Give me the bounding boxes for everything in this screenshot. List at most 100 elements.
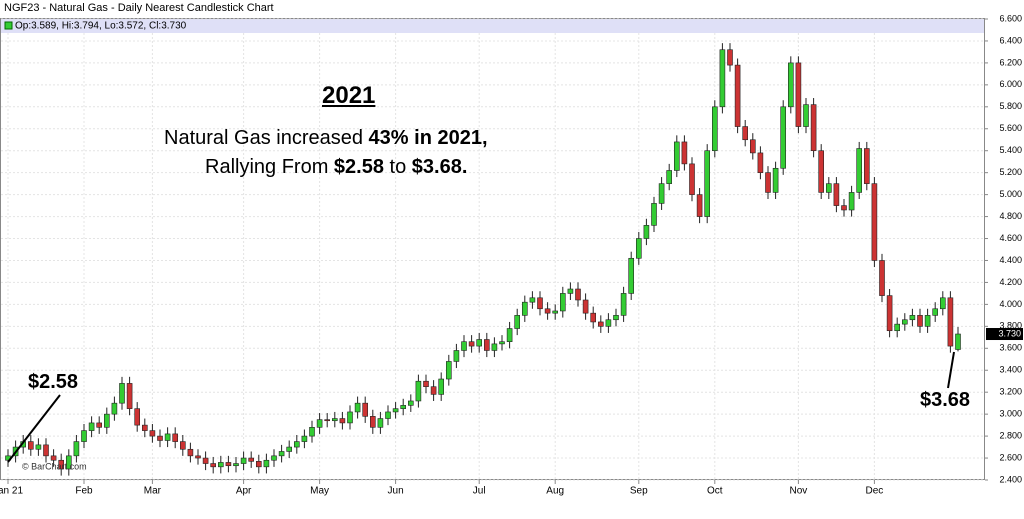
plot-frame: [0, 18, 985, 480]
candle-body: [863, 148, 870, 184]
candle-body: [514, 315, 521, 329]
candle-body: [438, 378, 445, 395]
y-tick-label: 6.600: [999, 13, 1022, 23]
candle-body: [400, 405, 407, 409]
candle-body: [339, 418, 346, 424]
y-tick-label: 2.400: [999, 474, 1022, 484]
legend-swatch: [4, 21, 13, 30]
y-tick-label: 4.200: [999, 277, 1022, 287]
candle-body: [825, 183, 832, 193]
candle-body: [126, 383, 133, 409]
annotation-text: $3.68.: [411, 156, 468, 178]
candle-body: [491, 343, 498, 351]
candle-body: [134, 408, 140, 426]
candle-body: [787, 62, 794, 108]
candle-body: [939, 297, 946, 310]
candle-body: [248, 457, 254, 462]
candle-body: [696, 194, 703, 217]
annotation-heading: 2021: [322, 82, 376, 109]
candle-body: [544, 308, 551, 314]
y-tick-label: 5.200: [999, 167, 1022, 177]
y-tick-label: 4.000: [999, 299, 1022, 309]
candle-body: [658, 183, 665, 204]
end-arrow: [947, 351, 955, 389]
annotation-text: to: [389, 156, 407, 178]
candle-body: [704, 150, 711, 217]
x-tick-label: May: [310, 486, 329, 497]
candle-body: [628, 257, 635, 294]
candle-body: [537, 297, 543, 310]
candle-body: [73, 441, 80, 457]
candle-body: [666, 170, 673, 184]
y-tick-label: 2.800: [999, 430, 1022, 440]
candle-body: [195, 455, 201, 459]
y-tick-label: 6.000: [999, 79, 1022, 89]
candle-body: [681, 141, 688, 165]
candle-body: [255, 461, 262, 468]
candle-body: [149, 430, 156, 437]
y-tick-label: 5.800: [999, 101, 1022, 111]
candle-body: [620, 293, 627, 316]
candle-body: [50, 455, 57, 461]
candle-body: [362, 402, 369, 417]
candle-body: [521, 301, 528, 316]
y-tick-label: 4.800: [999, 211, 1022, 221]
candle-body: [841, 205, 847, 211]
candle-body: [164, 433, 171, 441]
candle-body: [886, 295, 893, 332]
last-price-box: [986, 328, 1023, 341]
candle-body: [233, 463, 239, 467]
candle-body: [582, 299, 589, 314]
legend-text: Op:3.589, Hi:3.794, Lo:3.572, Cl:3.730: [15, 21, 187, 32]
candle-body: [894, 323, 901, 332]
candle-body: [506, 328, 513, 342]
candle-body: [430, 386, 437, 395]
candle-body: [765, 172, 771, 193]
y-tick-label: 4.400: [999, 255, 1022, 265]
candle-body: [354, 402, 361, 413]
candle-body: [88, 422, 95, 431]
candle-body: [35, 444, 42, 450]
candle-body: [377, 418, 384, 428]
candle-body: [27, 441, 34, 450]
annotation-text: Rallying From: [205, 156, 329, 178]
candle-body: [947, 297, 954, 347]
candle-body: [932, 308, 939, 316]
x-tick-label: Aug: [546, 486, 564, 497]
candle-body: [901, 319, 908, 325]
candle-body: [461, 341, 467, 351]
candle-body: [445, 361, 452, 380]
candle-body: [909, 315, 916, 321]
legend-strip: [1, 19, 984, 33]
candle-body: [499, 341, 505, 345]
candle-body: [780, 106, 787, 169]
y-tick-label: 3.000: [999, 409, 1022, 419]
candles: [5, 43, 961, 476]
candle-body: [848, 192, 855, 211]
candle-body: [635, 238, 642, 259]
y-tick-label: 3.200: [999, 387, 1022, 397]
candle-body: [955, 333, 961, 350]
candle-body: [856, 148, 863, 193]
candle-body: [757, 152, 764, 173]
candle-body: [803, 104, 809, 127]
candle-body: [43, 444, 49, 457]
candle-body: [240, 457, 247, 464]
annotation-text: 43% in 2021,: [368, 127, 488, 149]
candle-body: [423, 380, 429, 388]
annotation-text: Natural Gas increased: [164, 127, 363, 149]
y-tick-label: 3.800: [999, 321, 1022, 331]
candle-body: [917, 315, 923, 327]
candle-body: [293, 441, 300, 448]
end-label: $3.68: [920, 389, 971, 411]
annotation-line: Rallying From $2.58 to $3.68.: [205, 156, 467, 179]
candle-body: [180, 441, 186, 450]
candle-body: [96, 422, 102, 428]
candle-body: [392, 408, 399, 413]
candle-body: [727, 49, 733, 66]
x-tick-label: Oct: [707, 486, 723, 497]
candle-body: [734, 64, 741, 127]
y-tick-label: 6.400: [999, 35, 1022, 45]
last-price-label: 3.730: [998, 328, 1021, 338]
